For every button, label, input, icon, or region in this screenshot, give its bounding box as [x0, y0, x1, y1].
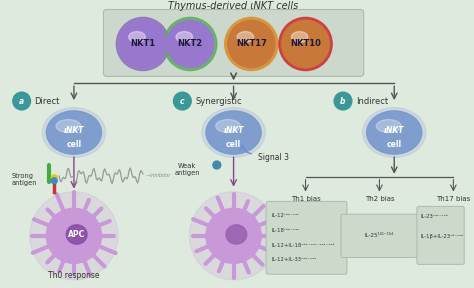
- Text: NKT10: NKT10: [290, 39, 321, 48]
- Text: c: c: [180, 96, 184, 105]
- Circle shape: [30, 192, 118, 280]
- Circle shape: [166, 20, 214, 68]
- Text: IL-1β+IL-23¹⁵⁻¹⁴⁸: IL-1β+IL-23¹⁵⁻¹⁴⁸: [421, 234, 464, 239]
- Text: Thymus-derived ιNKT cells: Thymus-derived ιNKT cells: [168, 1, 299, 12]
- Circle shape: [51, 178, 57, 184]
- Text: ιNKT: ιNKT: [64, 126, 84, 135]
- Text: IL-12+IL-18¹³⁹⁻¹⁴⁰⁻¹⁴²⁻¹⁴³: IL-12+IL-18¹³⁹⁻¹⁴⁰⁻¹⁴²⁻¹⁴³: [271, 243, 335, 248]
- Circle shape: [334, 92, 352, 110]
- Text: Th2 bias: Th2 bias: [365, 196, 394, 202]
- Text: Direct: Direct: [35, 96, 60, 105]
- Ellipse shape: [176, 32, 192, 42]
- Ellipse shape: [42, 108, 106, 158]
- Circle shape: [213, 161, 221, 169]
- Circle shape: [119, 20, 166, 68]
- Circle shape: [116, 17, 170, 71]
- Circle shape: [190, 192, 278, 280]
- Ellipse shape: [51, 175, 57, 181]
- Text: —inhibitor: —inhibitor: [146, 173, 171, 178]
- Text: NKT17: NKT17: [236, 39, 267, 48]
- Ellipse shape: [206, 111, 261, 154]
- Text: Th17 bias: Th17 bias: [436, 196, 471, 202]
- Ellipse shape: [367, 111, 422, 154]
- Text: cell: cell: [66, 140, 82, 149]
- Text: Synergistic: Synergistic: [195, 96, 242, 105]
- Text: Signal 3: Signal 3: [258, 153, 289, 162]
- Text: IL-23¹⁴¹⁻¹⁴⁸: IL-23¹⁴¹⁻¹⁴⁸: [421, 214, 449, 219]
- Text: ιNKT: ιNKT: [384, 126, 404, 135]
- Text: NKT2: NKT2: [178, 39, 203, 48]
- FancyBboxPatch shape: [103, 10, 364, 76]
- Ellipse shape: [66, 225, 87, 244]
- Text: NKT1: NKT1: [130, 39, 155, 48]
- Ellipse shape: [216, 120, 240, 132]
- Ellipse shape: [376, 120, 401, 132]
- Circle shape: [46, 208, 101, 264]
- Ellipse shape: [226, 225, 246, 244]
- Ellipse shape: [237, 32, 254, 42]
- Circle shape: [164, 17, 217, 71]
- Circle shape: [279, 17, 332, 71]
- Text: IL-25¹⁴¹⁻¹⁵⁴: IL-25¹⁴¹⁻¹⁵⁴: [365, 233, 394, 238]
- Text: cell: cell: [387, 140, 402, 149]
- FancyBboxPatch shape: [266, 201, 347, 274]
- Text: Th1 bias: Th1 bias: [291, 196, 320, 202]
- Text: b: b: [340, 96, 346, 105]
- Circle shape: [173, 92, 191, 110]
- FancyBboxPatch shape: [341, 214, 418, 257]
- Text: Weak
antigen: Weak antigen: [174, 163, 200, 177]
- Circle shape: [13, 92, 30, 110]
- Text: Indirect: Indirect: [356, 96, 388, 105]
- Text: IL-12¹³⁹⁻¹⁴¹: IL-12¹³⁹⁻¹⁴¹: [271, 213, 299, 218]
- FancyBboxPatch shape: [417, 206, 464, 264]
- Text: IL-18¹³⁹⁻¹⁴⁰: IL-18¹³⁹⁻¹⁴⁰: [271, 228, 299, 233]
- Text: ιNKT: ιNKT: [223, 126, 244, 135]
- Circle shape: [206, 208, 261, 264]
- Ellipse shape: [292, 32, 308, 42]
- Text: cell: cell: [226, 140, 241, 149]
- Text: APC: APC: [68, 230, 85, 239]
- Circle shape: [228, 20, 275, 68]
- Circle shape: [282, 20, 329, 68]
- Text: Th0 response: Th0 response: [48, 271, 100, 280]
- Text: Strong
antigen: Strong antigen: [12, 173, 37, 186]
- Ellipse shape: [363, 108, 426, 158]
- Ellipse shape: [202, 108, 265, 158]
- Circle shape: [225, 17, 278, 71]
- Ellipse shape: [46, 111, 101, 154]
- Text: IL-12+IL-33¹⁴³⁻¹⁴⁴: IL-12+IL-33¹⁴³⁻¹⁴⁴: [271, 257, 316, 262]
- Ellipse shape: [129, 32, 145, 42]
- Text: a: a: [19, 96, 24, 105]
- Ellipse shape: [56, 120, 81, 132]
